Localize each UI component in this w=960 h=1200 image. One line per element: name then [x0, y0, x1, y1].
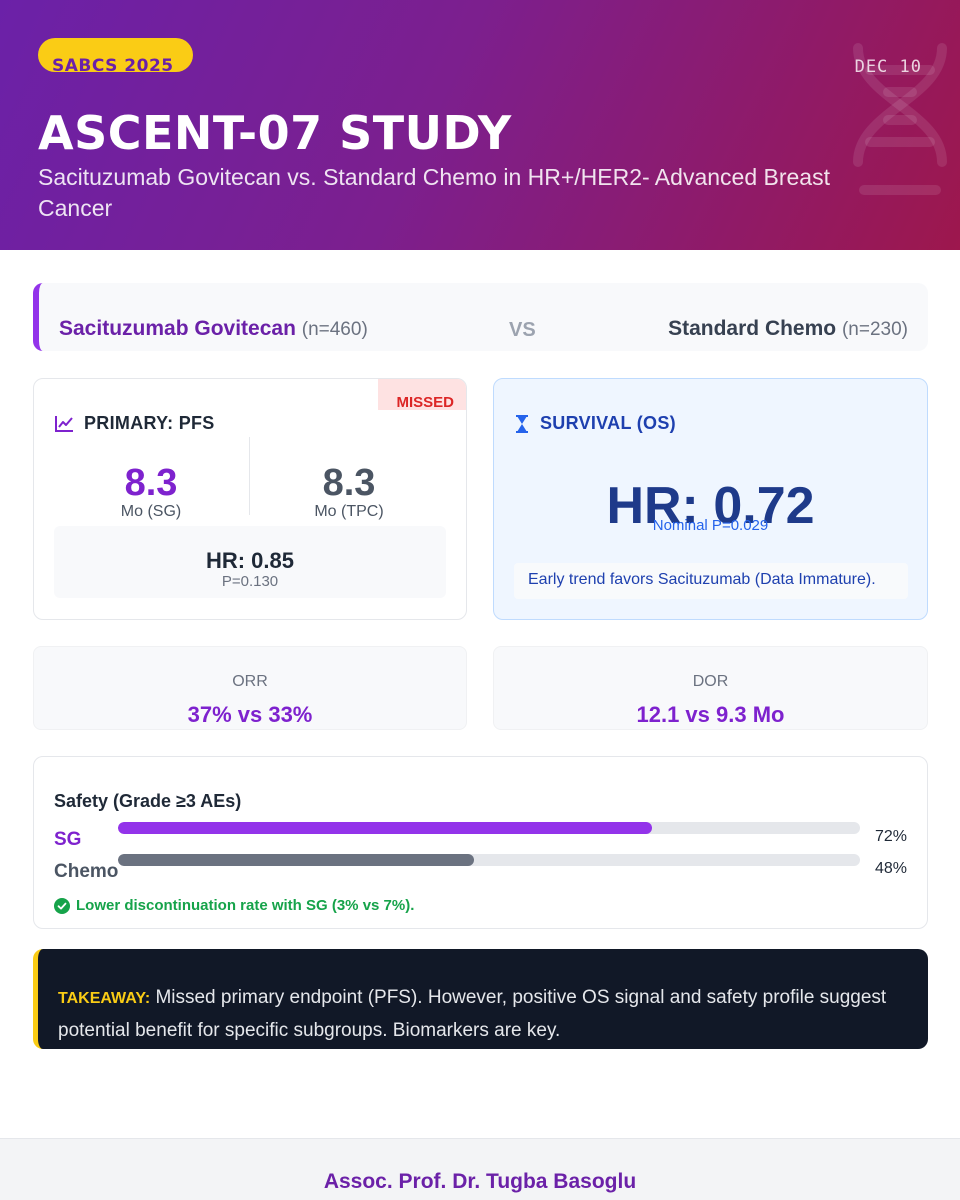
dor-value: 12.1 vs 9.3 Mo [636, 702, 785, 727]
orr-card: ORR 37% vs 33% [33, 646, 467, 730]
safety-card: Safety (Grade ≥3 AEs) SG 72% Chemo 48% L… [33, 756, 928, 929]
arm2-name: Standard Chemo [668, 317, 837, 340]
conference-badge: SABCS 2025 [38, 38, 193, 72]
safety-note: Lower discontinuation rate with SG (3% v… [54, 897, 414, 914]
orr-label: ORR [232, 673, 268, 690]
pfs-tpc-value: 8.3 [322, 462, 376, 504]
os-card: SURVIVAL (OS) HR: 0.72 Nominal P=0.029 E… [493, 378, 928, 620]
footer: Assoc. Prof. Dr. Tugba Basoglu [0, 1138, 960, 1200]
pfs-tpc-caption: Mo (TPC) [314, 503, 384, 520]
author-name: Assoc. Prof. Dr. Tugba Basoglu [323, 1170, 637, 1193]
pfs-tpc-stat: 8.3 Mo (TPC) [259, 463, 439, 521]
pfs-p-value: P=0.130 [221, 573, 279, 590]
missed-badge: MISSED [378, 379, 466, 410]
safety-chemo-track [118, 854, 860, 866]
safety-chemo-label: Chemo [54, 861, 119, 882]
hourglass-icon [516, 414, 528, 433]
os-note: Early trend favors Sacituzumab (Data Imm… [514, 563, 908, 599]
pfs-hr-box: HR: 0.85 P=0.130 [54, 526, 446, 598]
pfs-card: MISSED PRIMARY: PFS 8.3 Mo (SG) 8.3 Mo (… [33, 378, 467, 620]
pfs-header: PRIMARY: PFS [54, 413, 215, 434]
arm2-n: (n=230) [841, 319, 908, 340]
date-label: DEC 10 [854, 57, 922, 77]
takeaway-box: TAKEAWAY: Missed primary endpoint (PFS).… [33, 949, 928, 1049]
pfs-sg-caption: Mo (SG) [120, 503, 182, 520]
takeaway-label: TAKEAWAY: [58, 990, 151, 1007]
safety-sg-track [118, 822, 860, 834]
orr-value: 37% vs 33% [187, 702, 313, 727]
header-banner: SABCS 2025 DEC 10 ASCENT-07 STUDY Sacitu… [0, 0, 960, 250]
safety-title: Safety (Grade ≥3 AEs) [54, 791, 242, 811]
line-chart-icon [55, 415, 73, 432]
pfs-hr: HR: 0.85 [205, 548, 295, 573]
safety-sg-value: 72% [874, 828, 907, 845]
pfs-sg-stat: 8.3 Mo (SG) [61, 463, 241, 521]
os-header: SURVIVAL (OS) [514, 413, 676, 434]
pfs-divider [249, 437, 250, 515]
takeaway-text: Missed primary endpoint (PFS). However, … [58, 987, 887, 1041]
os-label: SURVIVAL (OS) [540, 413, 676, 433]
arm1-n: (n=460) [301, 319, 368, 340]
pfs-sg-value: 8.3 [124, 462, 178, 504]
arm2: Standard Chemo (n=230) [668, 317, 908, 341]
check-circle-icon [54, 897, 70, 914]
page-title: ASCENT-07 STUDY [38, 106, 512, 160]
dor-label: DOR [692, 673, 729, 690]
dor-card: DOR 12.1 vs 9.3 Mo [493, 646, 928, 730]
safety-sg-bar [118, 822, 653, 834]
page-subtitle: Sacituzumab Govitecan vs. Standard Chemo… [38, 164, 830, 221]
arm1-name: Sacituzumab Govitecan [59, 317, 296, 340]
arm1: Sacituzumab Govitecan (n=460) [59, 317, 368, 341]
safety-note-text: Lower discontinuation rate with SG (3% v… [76, 897, 415, 914]
safety-sg-label: SG [54, 829, 82, 850]
pfs-label: PRIMARY: PFS [84, 413, 215, 433]
safety-chemo-value: 48% [874, 860, 907, 877]
safety-chemo-bar [118, 854, 475, 866]
os-hr: HR: 0.72 [606, 477, 815, 535]
vs-label: VS [509, 319, 536, 341]
os-p-value: Nominal P=0.029 [652, 517, 769, 534]
arm-comparison-bar: Sacituzumab Govitecan (n=460) VS Standar… [33, 283, 928, 351]
dna-icon [853, 43, 947, 195]
